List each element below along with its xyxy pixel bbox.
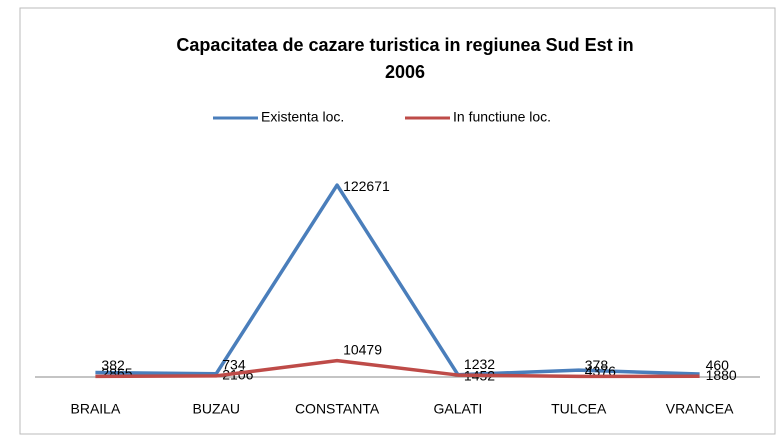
data-label: 122671	[343, 178, 390, 194]
x-tick-label: BUZAU	[193, 401, 240, 417]
chart-frame	[19, 7, 776, 435]
data-label: 378	[585, 357, 609, 373]
chart-title: Capacitatea de cazare turistica in regiu…	[176, 35, 633, 82]
legend-label: Existenta loc.	[261, 109, 344, 125]
series-line	[95, 358, 700, 379]
legend-label: In functiune loc.	[453, 109, 551, 125]
data-label: 734	[222, 357, 246, 373]
data-label: 1232	[464, 356, 495, 372]
data-label: 460	[706, 357, 730, 373]
x-tick-label: TULCEA	[551, 401, 607, 417]
data-label: 382	[101, 357, 125, 373]
data-label: 1880	[706, 367, 737, 383]
series-line	[95, 183, 700, 377]
x-tick-label: BRAILA	[71, 401, 121, 417]
data-label: 10479	[343, 341, 382, 357]
x-tick-label: VRANCEA	[666, 401, 734, 417]
x-tick-label: GALATI	[434, 401, 483, 417]
x-tick-label: CONSTANTA	[295, 401, 380, 417]
